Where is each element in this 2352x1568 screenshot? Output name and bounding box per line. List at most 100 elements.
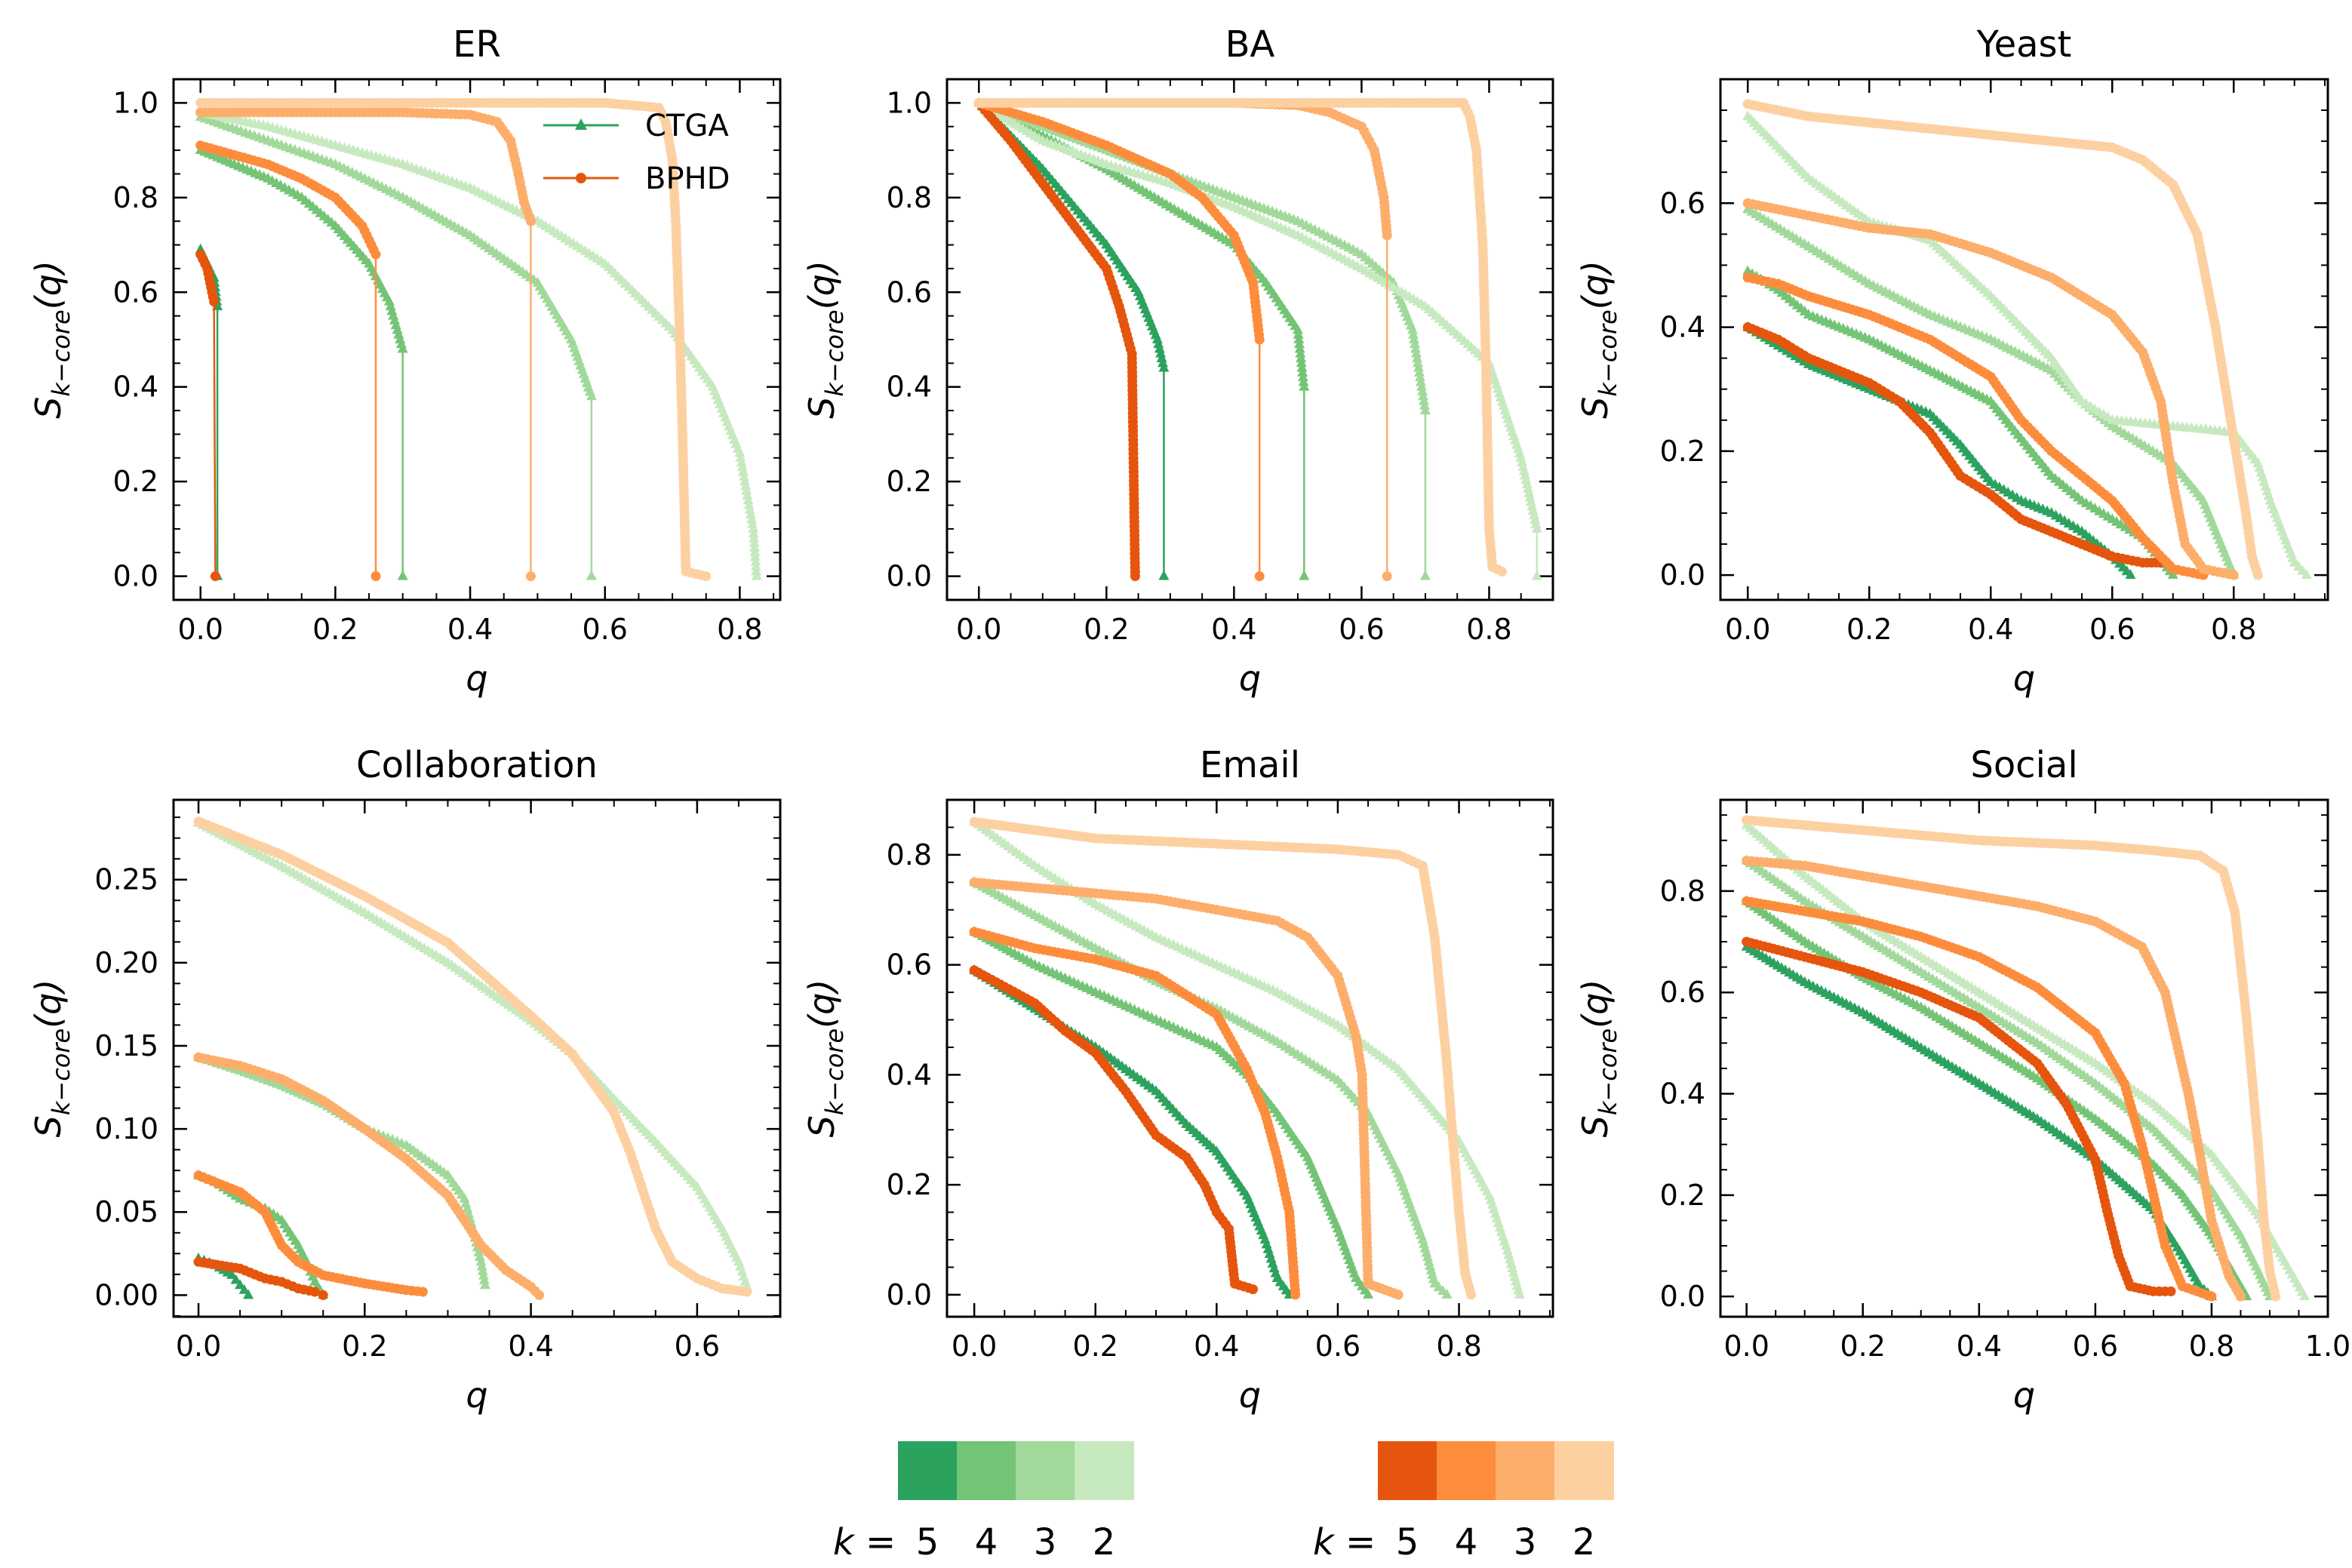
x-tick-label: 0.8 bbox=[1436, 1330, 1481, 1363]
y-tick-label: 0.00 bbox=[94, 1278, 158, 1311]
bphd-marker bbox=[534, 1290, 545, 1300]
plot-area bbox=[973, 97, 1542, 582]
ctga-marker bbox=[751, 570, 762, 580]
bphd-k4-series bbox=[195, 140, 381, 582]
x-tick-label: 0.4 bbox=[1194, 1330, 1239, 1363]
x-tick-label: 0.6 bbox=[2089, 613, 2135, 646]
ctga-marker bbox=[746, 513, 757, 524]
ctga-marker bbox=[1416, 380, 1427, 391]
ctga-marker bbox=[750, 561, 761, 571]
plot-area bbox=[193, 816, 752, 1300]
ctga-marker bbox=[1296, 361, 1308, 372]
x-tick-label: 0.8 bbox=[717, 613, 762, 646]
x-tick-label: 0.2 bbox=[342, 1330, 387, 1363]
ctga-marker bbox=[739, 475, 751, 486]
y-axis-label: Sk−core(q) bbox=[801, 979, 849, 1138]
y-tick-label: 0.2 bbox=[1660, 435, 1705, 468]
bphd-k3-series bbox=[195, 107, 536, 582]
ctga-marker bbox=[1297, 371, 1308, 382]
ctga-k3-series bbox=[193, 1051, 490, 1290]
bphd-k2-series bbox=[969, 816, 1477, 1300]
ctga-marker bbox=[1158, 570, 1170, 580]
ctga-marker bbox=[1158, 357, 1168, 367]
ctga-marker bbox=[1293, 328, 1304, 339]
bphd-marker bbox=[2228, 570, 2239, 580]
bphd-marker bbox=[1248, 1284, 1258, 1295]
panel-yeast: Yeast 0.0 0.2 0.4 0.6 0.8 0.0 0.2 0.4 0.6 q Sk−core… bbox=[1575, 23, 2329, 699]
ctga-marker bbox=[740, 480, 752, 490]
y-tick-label: 0.4 bbox=[1660, 311, 1705, 344]
y-tick-label: 0.8 bbox=[113, 181, 158, 214]
ctga-marker bbox=[1407, 324, 1418, 334]
ctga-marker bbox=[1411, 347, 1422, 358]
panel-collaboration: Collaboration 0.0 0.2 0.4 0.6 0.00 0.05 0.10 0.1… bbox=[28, 744, 782, 1416]
ctga-k3-series-line bbox=[200, 116, 593, 576]
ctga-marker bbox=[1298, 376, 1309, 386]
y-tick-label: 0.15 bbox=[94, 1029, 158, 1062]
y-axis-label: Sk−core(q) bbox=[28, 979, 75, 1138]
ctga-marker bbox=[1413, 361, 1424, 372]
x-tick-label: 0.2 bbox=[1073, 1330, 1118, 1363]
y-tick-label: 0.2 bbox=[113, 465, 158, 498]
ctga-marker bbox=[1514, 1288, 1525, 1299]
ctga-k4-series bbox=[195, 144, 408, 580]
ctga-marker bbox=[397, 570, 408, 580]
bphd-k3-series bbox=[1742, 198, 2239, 580]
ctga-marker bbox=[1518, 465, 1530, 475]
ctga-marker bbox=[751, 565, 762, 576]
x-axis-label: q bbox=[1239, 658, 1261, 699]
x-tick-label: 0.2 bbox=[1084, 613, 1129, 646]
panel-title: Yeast bbox=[1976, 23, 2072, 66]
y-tick-label: 0.05 bbox=[94, 1195, 158, 1228]
ctga-marker bbox=[459, 1192, 470, 1203]
ctga-marker bbox=[1151, 334, 1163, 343]
ctga-marker bbox=[1299, 570, 1310, 580]
bphd-k3-series bbox=[193, 1052, 545, 1300]
bphd-k5-series bbox=[193, 1256, 328, 1300]
ctga-marker bbox=[1415, 371, 1425, 382]
ctga-marker bbox=[1526, 500, 1538, 511]
ctga-marker bbox=[735, 451, 746, 462]
x-tick-label: 0.0 bbox=[956, 613, 1001, 646]
ctga-marker bbox=[1419, 395, 1429, 405]
plot-area bbox=[969, 816, 1525, 1300]
ctga-marker bbox=[1531, 522, 1542, 533]
ctga-marker bbox=[1297, 366, 1308, 377]
ctga-marker bbox=[397, 343, 408, 353]
ctga-marker bbox=[226, 1268, 238, 1279]
x-tick-label: 0.6 bbox=[583, 613, 628, 646]
bphd-k5-series bbox=[1742, 322, 2166, 568]
ctga-marker bbox=[1296, 352, 1307, 363]
bphd-marker bbox=[1290, 1290, 1301, 1300]
ctga-marker bbox=[1523, 483, 1533, 493]
ctga-marker bbox=[734, 447, 746, 457]
bphd-marker bbox=[742, 1287, 752, 1297]
ctga-marker bbox=[1520, 469, 1530, 480]
plot-area bbox=[195, 97, 762, 582]
ctga-marker bbox=[1153, 338, 1164, 349]
bphd-marker bbox=[370, 249, 381, 260]
y-axis-label: Sk−core(q) bbox=[801, 260, 849, 419]
bphd-k4-series bbox=[969, 927, 1301, 1300]
ctga-marker bbox=[1156, 352, 1167, 363]
y-tick-label: 0.2 bbox=[887, 465, 932, 498]
ctga-marker bbox=[749, 546, 761, 557]
y-tick-label: 0.0 bbox=[887, 560, 932, 593]
bphd-k4-series-line bbox=[973, 930, 1296, 1295]
y-tick-label: 0.20 bbox=[94, 946, 158, 979]
x-tick-label: 0.4 bbox=[508, 1330, 553, 1363]
ctga-marker bbox=[749, 537, 760, 547]
bphd-k2-series-line bbox=[200, 102, 706, 577]
ctga-marker bbox=[2125, 569, 2136, 580]
bphd-k5-series bbox=[973, 97, 1140, 582]
ctga-marker bbox=[1414, 366, 1425, 377]
x-axis-label: q bbox=[466, 1375, 487, 1416]
y-tick-label: 0.8 bbox=[887, 838, 932, 872]
ctga-marker bbox=[2301, 569, 2312, 580]
y-tick-label: 0.2 bbox=[887, 1168, 932, 1201]
x-tick-label: 0.0 bbox=[176, 1330, 221, 1363]
x-tick-label: 0.6 bbox=[1339, 613, 1384, 646]
panel-title: BA bbox=[1225, 23, 1275, 66]
legend: CTGA BPHD bbox=[543, 109, 730, 196]
bphd-k2-series-line bbox=[979, 102, 1502, 573]
